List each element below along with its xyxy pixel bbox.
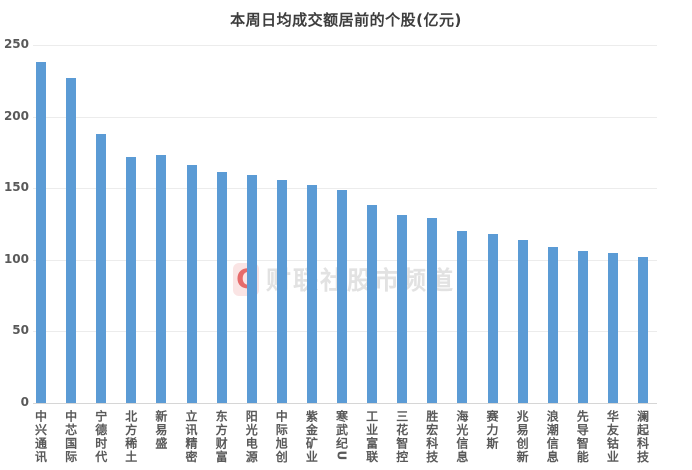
bar	[638, 256, 648, 403]
bar	[186, 165, 197, 403]
gridline	[33, 188, 657, 190]
x-category-label: 中际旭创	[274, 410, 289, 464]
x-category-label: 先导智能	[575, 410, 590, 464]
gridline	[33, 45, 657, 46]
chart-title: 本周日均成交额居前的个股(亿元)	[230, 11, 462, 29]
y-tick-label: 150	[3, 180, 29, 195]
bar	[156, 155, 167, 403]
x-category-label: 紫金矿业	[304, 410, 319, 464]
bar	[337, 189, 347, 403]
bar	[367, 205, 378, 403]
x-category-label: 东方财富	[214, 410, 229, 464]
y-tick-label: 0	[20, 395, 29, 409]
bar	[487, 234, 498, 403]
y-tick-label: 200	[3, 108, 29, 123]
bar	[216, 172, 227, 403]
bar	[607, 252, 618, 403]
x-category-label: 赛力斯	[485, 410, 499, 451]
bar	[66, 77, 77, 403]
y-tick-label: 50	[12, 323, 29, 338]
x-category-label: 宁德时代	[93, 410, 108, 464]
x-category-label: 立讯精密	[184, 410, 198, 464]
bar	[36, 62, 46, 403]
bar	[96, 133, 107, 403]
gridline	[33, 116, 657, 118]
y-tick-label: 100	[3, 251, 29, 266]
x-category-label: 兆易创新	[515, 410, 530, 464]
x-category-label: 阳光电源	[244, 410, 259, 464]
x-axis-line	[33, 403, 657, 404]
x-category-label: 工业富联	[364, 410, 379, 464]
bar	[517, 239, 528, 403]
x-category-label: 海光信息	[454, 410, 469, 464]
bar	[276, 179, 287, 403]
x-category-label: 三花智控	[394, 410, 409, 464]
x-category-label: 北方稀土	[123, 410, 138, 464]
bar	[427, 218, 438, 403]
bar	[547, 246, 558, 403]
x-category-label: 华友钴业	[605, 410, 620, 464]
bar	[246, 175, 257, 403]
x-category-label: 中芯国际	[63, 410, 78, 464]
bar	[577, 251, 588, 403]
y-tick-label: 250	[3, 37, 29, 51]
x-category-label: 新易盛	[153, 410, 168, 451]
x-category-label: 寒武纪U	[334, 410, 349, 462]
bar	[397, 215, 408, 403]
bar	[457, 231, 468, 403]
x-category-label: 澜起科技	[635, 410, 650, 464]
x-category-label: 胜宏科技	[424, 410, 439, 464]
bar	[126, 156, 137, 403]
bar	[306, 185, 317, 403]
watermark-text: 财联社股市频道	[266, 266, 456, 295]
x-category-label: 中兴通讯	[33, 410, 48, 464]
x-category-label: 浪潮信息	[545, 410, 560, 464]
